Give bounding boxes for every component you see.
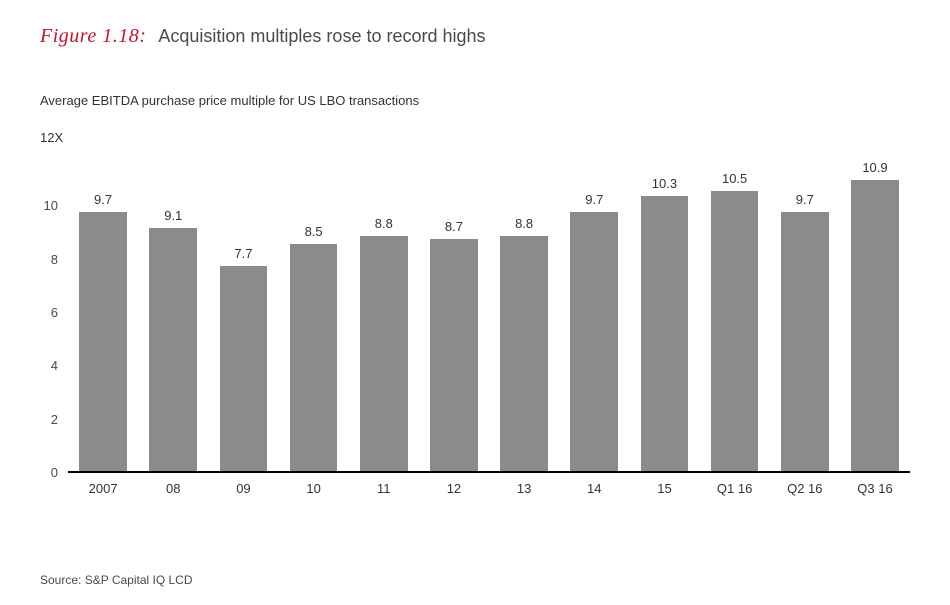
figure-label: Figure 1.18: [40, 25, 146, 48]
bar-slot: 9.7 [770, 153, 840, 471]
x-tick: 08 [138, 473, 208, 496]
x-tick: 13 [489, 473, 559, 496]
bar-value-label: 8.7 [445, 219, 463, 234]
y-tick: 8 [51, 252, 58, 267]
x-tick: Q1 16 [700, 473, 770, 496]
bars-container: 9.7 9.1 7.7 8.5 8.8 8.7 8.8 9.7 10.3 10.5 9.7 10.9 [68, 153, 910, 471]
bar-value-label: 9.7 [585, 192, 603, 207]
x-tick: 14 [559, 473, 629, 496]
bar-value-label: 10.9 [862, 160, 887, 175]
bar-slot: 8.5 [279, 153, 349, 471]
bar [570, 212, 618, 471]
x-tick: 09 [208, 473, 278, 496]
bar [781, 212, 829, 471]
bar-slot: 9.7 [68, 153, 138, 471]
bar [711, 191, 759, 471]
bar-value-label: 7.7 [234, 246, 252, 261]
chart-area: 1086420 9.79.17.78.58.88.78.89.710.310.5… [40, 153, 910, 473]
source-text: Source: S&P Capital IQ LCD [40, 573, 193, 587]
x-tick: 15 [629, 473, 699, 496]
bar [220, 266, 268, 471]
bar-value-label: 10.5 [722, 171, 747, 186]
bar-value-label: 10.3 [652, 176, 677, 191]
x-tick: 10 [279, 473, 349, 496]
x-tick: 11 [349, 473, 419, 496]
y-axis: 1086420 [40, 153, 68, 473]
bar-slot: 10.9 [840, 153, 910, 471]
plot-area: 9.7 9.1 7.7 8.5 8.8 8.7 8.8 9.7 10.3 10.5 9.7 10.9 [68, 153, 910, 473]
chart-subtitle: Average EBITDA purchase price multiple f… [40, 93, 910, 108]
bar-slot: 10.3 [629, 153, 699, 471]
bar-slot: 9.1 [138, 153, 208, 471]
bar-value-label: 8.8 [375, 216, 393, 231]
title-row: Figure 1.18: Acquisition multiples rose … [40, 25, 910, 48]
bar [149, 228, 197, 471]
bar [290, 244, 338, 471]
x-tick: Q2 16 [770, 473, 840, 496]
bar [430, 239, 478, 471]
bar-slot: 8.7 [419, 153, 489, 471]
bar [851, 180, 899, 471]
y-axis-top-label: 12X [40, 130, 910, 145]
bar-slot: 8.8 [349, 153, 419, 471]
x-axis: 20070809101112131415Q1 16Q2 16Q3 16 [68, 473, 910, 496]
bar-slot: 8.8 [489, 153, 559, 471]
bar [500, 236, 548, 471]
bar-value-label: 9.7 [94, 192, 112, 207]
y-tick: 4 [51, 358, 58, 373]
y-tick: 6 [51, 305, 58, 320]
figure-title: Acquisition multiples rose to record hig… [158, 26, 485, 47]
y-tick: 10 [44, 198, 58, 213]
bar-value-label: 9.1 [164, 208, 182, 223]
bar [79, 212, 127, 471]
x-tick: Q3 16 [840, 473, 910, 496]
bar [360, 236, 408, 471]
bar-slot: 10.5 [700, 153, 770, 471]
bar-value-label: 8.8 [515, 216, 533, 231]
y-tick: 2 [51, 412, 58, 427]
x-tick: 2007 [68, 473, 138, 496]
x-tick: 12 [419, 473, 489, 496]
y-tick: 0 [51, 465, 58, 480]
bar-value-label: 8.5 [305, 224, 323, 239]
bar-slot: 7.7 [208, 153, 278, 471]
bar-slot: 9.7 [559, 153, 629, 471]
bar-value-label: 9.7 [796, 192, 814, 207]
bar [641, 196, 689, 471]
